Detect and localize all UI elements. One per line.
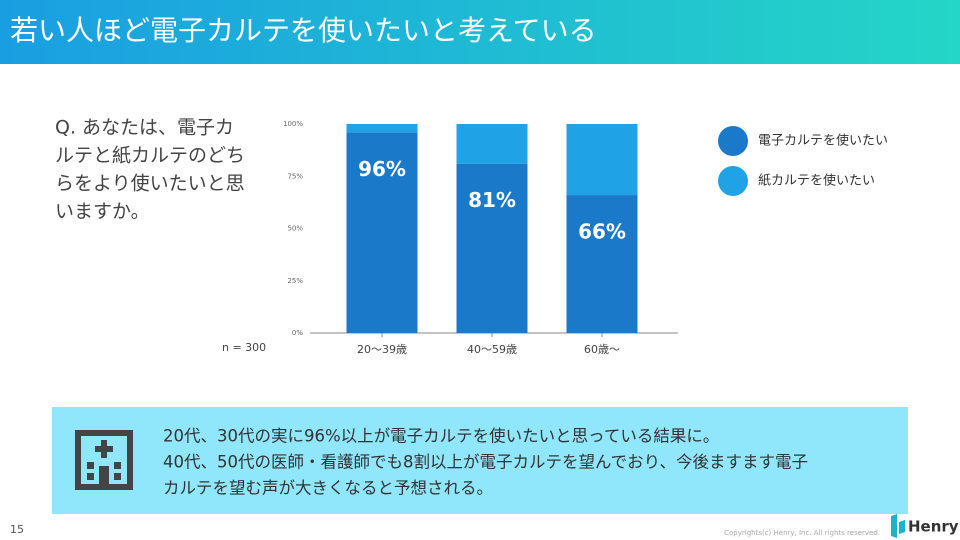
- bar-segment: [566, 124, 638, 196]
- page-number: 15: [10, 523, 24, 536]
- x-tick-label: 20〜39歳: [357, 343, 407, 356]
- copyright: Copyrights(c) Henry, Inc. All rights res…: [724, 529, 880, 537]
- value-label: 96%: [358, 157, 406, 181]
- note: 20代、30代の実に96%以上が電子カルテを使いたいと思っている結果に。 40代、…: [163, 427, 808, 498]
- question-line: らをより使いたいと思: [55, 173, 245, 195]
- x-tick-label: 60歳〜: [584, 343, 620, 356]
- question-line: ルテと紙カルテのどち: [55, 145, 245, 167]
- y-tick-label: 25%: [287, 277, 303, 285]
- legend-swatch: [718, 126, 748, 156]
- note-line: カルテを望む声が大きくなると予想される。: [163, 479, 493, 498]
- note-line: 40代、50代の医師・看護師でも8割以上が電子カルテを望んでおり、今後ますます電…: [163, 453, 808, 472]
- bar-segment: [566, 195, 638, 333]
- question-line: Q. あなたは、電子カ: [55, 117, 234, 139]
- logo: Henry: [908, 518, 959, 536]
- y-tick-label: 75%: [287, 172, 303, 180]
- logo-mark: [891, 514, 905, 538]
- x-tick-label: 40〜59歳: [467, 343, 517, 356]
- bar-segment: [346, 132, 418, 333]
- slide-title: 若い人ほど電子カルテを使いたいと考えている: [10, 14, 597, 47]
- y-tick-label: 0%: [292, 329, 303, 337]
- legend-swatch: [718, 166, 748, 196]
- y-tick-label: 50%: [287, 225, 303, 233]
- question-line: いますか。: [55, 201, 150, 223]
- legend-label: 紙カルテを使いたい: [758, 173, 875, 189]
- bar-segment: [346, 124, 418, 133]
- legend-label: 電子カルテを使いたい: [758, 133, 888, 149]
- bar-segment: [456, 163, 528, 333]
- bar-segment: [456, 124, 528, 164]
- hospital-icon: [75, 430, 133, 490]
- title-bar: [0, 0, 960, 64]
- value-label: 66%: [578, 220, 626, 244]
- note-line: 20代、30代の実に96%以上が電子カルテを使いたいと思っている結果に。: [163, 427, 719, 446]
- chart: 0% 25% 50% 75% 100% n = 300 96% 81% 66% 20〜39歳 40〜…: [222, 120, 888, 356]
- value-label: 81%: [468, 188, 516, 212]
- note-box: [52, 407, 908, 514]
- annotation: n = 300: [222, 341, 266, 354]
- y-tick-label: 100%: [283, 120, 303, 128]
